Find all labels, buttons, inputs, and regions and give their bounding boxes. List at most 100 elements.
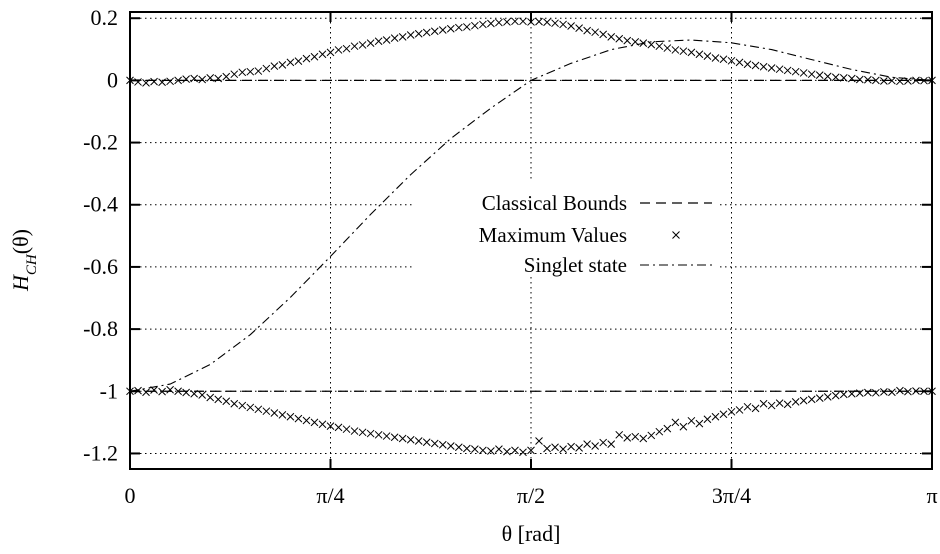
max-value-marker-4 <box>158 78 166 87</box>
max-value-marker-11 <box>214 74 223 83</box>
max-value-marker-188 <box>823 393 832 401</box>
y-tick-label-5: -0.8 <box>83 316 118 341</box>
max-value-marker-69 <box>679 47 688 56</box>
max-value-marker-197 <box>896 386 904 395</box>
max-value-marker-143 <box>462 444 471 453</box>
max-value-marker-82 <box>783 66 792 75</box>
maximum-values-markers <box>126 17 936 457</box>
y-tick-label-7: -1.2 <box>83 440 118 465</box>
max-value-marker-29 <box>358 41 367 49</box>
max-value-marker-42 <box>462 23 471 31</box>
max-value-marker-23 <box>310 52 319 61</box>
max-value-marker-83 <box>791 67 800 76</box>
max-value-marker-3 <box>150 77 158 86</box>
max-value-marker-118 <box>262 407 271 416</box>
max-value-marker-7 <box>182 75 190 84</box>
max-value-marker-156 <box>567 442 575 451</box>
max-value-marker-15 <box>246 67 255 76</box>
plot-frame <box>129 11 933 470</box>
max-value-marker-114 <box>230 399 239 408</box>
max-value-marker-131 <box>366 429 375 438</box>
max-value-marker-198 <box>904 387 912 396</box>
x-tick-label-2: π/2 <box>517 483 545 508</box>
max-value-marker-174 <box>711 412 720 421</box>
max-value-marker-124 <box>310 418 319 427</box>
max-value-marker-91 <box>855 75 864 84</box>
max-value-marker-119 <box>270 409 279 417</box>
max-value-marker-171 <box>687 416 696 425</box>
max-value-marker-44 <box>479 20 487 29</box>
max-value-marker-137 <box>414 437 423 445</box>
max-value-marker-122 <box>294 414 303 423</box>
max-value-marker-185 <box>799 396 808 405</box>
max-value-marker-32 <box>382 36 391 44</box>
y-tick-label-1: 0 <box>107 67 118 92</box>
max-value-marker-37 <box>422 28 431 37</box>
x-tick-label-0: 0 <box>125 483 136 508</box>
max-value-marker-81 <box>775 65 784 74</box>
max-value-marker-10 <box>206 74 215 82</box>
max-value-marker-144 <box>471 445 479 453</box>
max-value-marker-196 <box>888 388 896 397</box>
max-value-marker-161 <box>607 440 616 448</box>
max-value-marker-89 <box>839 74 848 82</box>
max-value-marker-6 <box>174 76 182 85</box>
max-value-marker-70 <box>687 48 696 57</box>
max-value-marker-191 <box>847 389 856 398</box>
max-value-marker-74 <box>719 55 728 64</box>
max-value-marker-115 <box>238 401 247 410</box>
max-value-marker-49 <box>519 17 527 26</box>
max-value-marker-130 <box>358 428 367 437</box>
max-value-marker-141 <box>446 442 455 450</box>
max-value-marker-150 <box>519 448 527 457</box>
max-value-marker-163 <box>623 434 632 442</box>
max-value-marker-117 <box>254 405 263 414</box>
max-value-marker-56 <box>575 24 583 33</box>
max-value-marker-135 <box>398 434 407 443</box>
max-value-marker-170 <box>679 422 688 431</box>
max-value-marker-54 <box>559 20 567 29</box>
y-tick-label-6: -1 <box>100 378 118 403</box>
max-value-marker-61 <box>615 34 624 43</box>
max-value-marker-116 <box>246 403 255 412</box>
max-value-marker-65 <box>647 40 656 49</box>
max-value-marker-77 <box>743 60 752 69</box>
max-value-marker-132 <box>374 430 383 439</box>
max-value-marker-86 <box>815 71 824 79</box>
max-value-marker-16 <box>254 67 263 75</box>
max-value-marker-43 <box>471 21 479 30</box>
max-value-marker-14 <box>238 68 247 77</box>
max-value-marker-73 <box>711 54 720 62</box>
max-value-marker-142 <box>454 443 463 452</box>
max-value-marker-59 <box>599 30 608 39</box>
max-value-marker-128 <box>342 425 351 434</box>
max-value-marker-63 <box>631 37 640 46</box>
legend-label-classical-bounds: Classical Bounds <box>482 191 627 215</box>
legend-samples <box>640 202 712 266</box>
max-value-marker-48 <box>511 17 519 26</box>
max-value-marker-157 <box>575 444 583 452</box>
axis-ticks <box>129 12 934 469</box>
max-value-marker-149 <box>511 446 519 455</box>
max-value-marker-39 <box>438 26 447 34</box>
max-value-marker-168 <box>663 424 672 433</box>
max-value-marker-172 <box>695 419 704 428</box>
max-value-marker-159 <box>591 442 600 450</box>
max-value-marker-95 <box>888 76 896 85</box>
max-value-marker-199 <box>912 387 920 395</box>
max-value-marker-96 <box>896 77 904 86</box>
max-value-marker-35 <box>406 31 415 39</box>
max-value-marker-158 <box>583 440 591 448</box>
max-value-marker-169 <box>671 418 680 427</box>
max-value-marker-79 <box>759 62 768 71</box>
max-value-marker-165 <box>639 434 648 443</box>
y-axis-label: HCH(θ) <box>8 229 40 292</box>
max-value-marker-5 <box>166 77 174 86</box>
x-tick-label-1: π/4 <box>316 483 344 508</box>
max-value-marker-30 <box>366 39 375 47</box>
max-value-marker-164 <box>631 432 640 441</box>
max-value-marker-72 <box>703 52 712 60</box>
max-value-marker-84 <box>799 69 808 77</box>
legend-label-singlet-state: Singlet state <box>524 253 627 277</box>
max-value-marker-152 <box>535 437 543 445</box>
